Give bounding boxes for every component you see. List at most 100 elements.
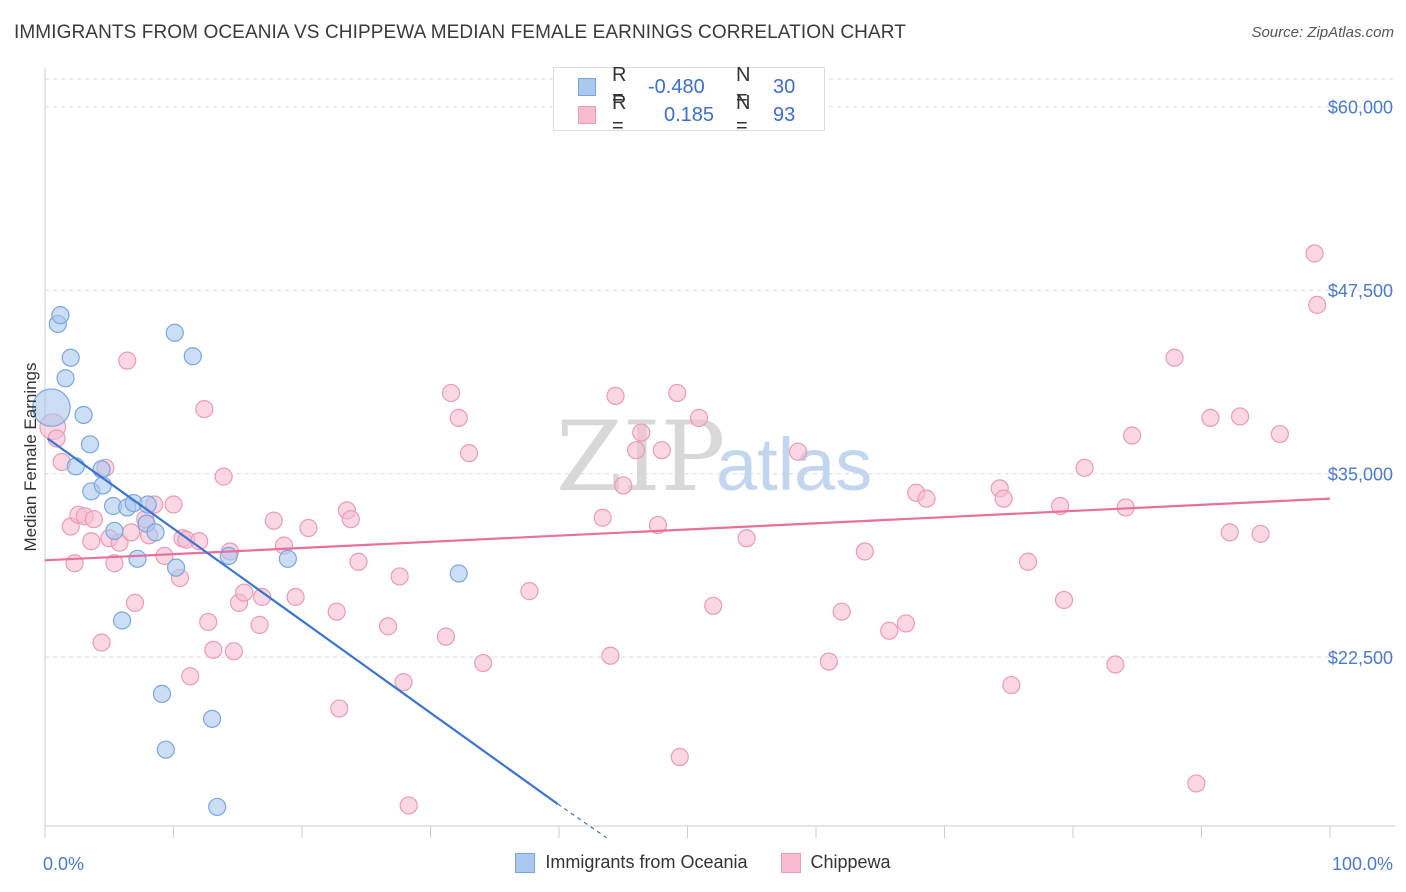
chippewa-point [648,515,668,535]
oceania-point [128,549,147,568]
chippewa-point [92,633,111,652]
chippewa-point [84,510,103,529]
legend-swatch-blue [515,852,536,873]
chippewa-point [832,602,851,621]
chippewa-point [1165,348,1184,367]
r-value: -0.480 [648,75,705,98]
oceania-point [278,549,297,568]
chippewa-point [341,510,360,529]
chippewa-point [668,383,687,403]
watermark-atlas: atlas [716,423,872,506]
legend-item-chippewa: Chippewa [780,852,891,873]
chippewa-point [520,582,539,601]
chippewa-point [118,351,137,370]
chippewa-point [250,615,269,634]
chippewa-point [349,552,368,571]
legend-swatch-pink [578,106,596,124]
chippewa-point [390,567,409,586]
oceania-point [208,797,227,817]
bottom-legend: Immigrants from Oceania Chippewa [0,852,1406,878]
chippewa-point [819,652,838,671]
chippewa-point [1054,590,1074,610]
r-label: R = [612,92,627,137]
chippewa-point [286,587,305,607]
oceania-point [449,564,468,583]
oceania-point [32,388,71,427]
oceania-point [166,558,186,577]
y-axis-label: Median Female Earnings [21,363,40,552]
oceania-point [80,435,100,454]
oceania-point [56,369,75,388]
chippewa-point [195,399,214,419]
legend-item-oceania: Immigrants from Oceania [515,852,747,873]
chippewa-point [164,495,183,514]
chippewa-point [394,673,413,692]
tick-labels: $22,500 $35,000 $47,500 $60,000 0.0% 100.0% [43,98,1393,874]
oceania-point [146,523,165,542]
oceania-point [165,323,184,342]
chippewa-point [689,408,709,428]
chippewa-point [670,747,689,767]
y-tick-label: $47,500 [1328,281,1393,301]
x-tick-label-right: 100.0% [1332,854,1393,874]
chippewa-point [105,554,124,573]
oceania-points [32,306,468,817]
chippewa-point [204,640,223,659]
chippewa-point [896,614,916,633]
oceania-trend-line [46,437,559,805]
oceania-point [219,546,238,565]
chippewa-point [1230,407,1250,426]
grid-lines [45,78,1395,658]
oceania-point [92,460,111,479]
trend-lines [44,437,1331,839]
chippewa-trend-line [44,497,1331,562]
n-label: N = [736,64,751,109]
chippewa-point [224,642,243,661]
oceania-point [105,521,124,541]
watermark: ZIP atlas [556,401,872,513]
chippewa-point [235,583,254,602]
axes [44,68,1395,838]
chippewa-point [1106,655,1125,674]
r-label: R = [612,64,627,109]
chippewa-point [436,627,456,646]
chippewa-point [917,489,936,508]
chippewa-point [1220,523,1239,542]
chippewa-point [614,476,633,495]
oceania-point [51,306,70,325]
legend-label-chippewa: Chippewa [810,852,891,872]
chippewa-point [449,408,468,428]
chippewa-point [214,467,233,486]
legend-swatch-pink [780,852,801,873]
chippewa-point [264,511,283,530]
chippewa-point [788,442,808,461]
oceania-point [93,476,112,495]
oceania-point [183,347,202,366]
chippewa-point [199,612,218,632]
chippewa-point [181,667,200,686]
chippewa-point [1075,458,1094,477]
x-tick-label-left: 0.0% [43,854,84,874]
chippewa-point [855,542,874,561]
chippewa-point [474,653,493,673]
n-value: 30 [773,75,796,98]
chippewa-point [327,602,346,621]
chippewa-point [330,699,349,718]
chippewa-point [1201,408,1220,428]
n-label: N = [736,92,751,137]
oceania-point [202,709,222,728]
chippewa-point [1305,244,1324,263]
y-tick-label: $35,000 [1328,465,1393,485]
chippewa-point [299,518,318,538]
oceania-point [152,684,172,703]
chippewa-point [1018,552,1038,571]
chippewa-point [1123,426,1142,445]
chippewa-point [121,523,141,542]
chippewa-point [1002,675,1021,695]
oceania-point [112,611,132,630]
oceania-point [61,348,80,367]
chippewa-point [1251,524,1270,543]
chippewa-point [1187,774,1206,793]
chippewa-point [378,617,398,636]
